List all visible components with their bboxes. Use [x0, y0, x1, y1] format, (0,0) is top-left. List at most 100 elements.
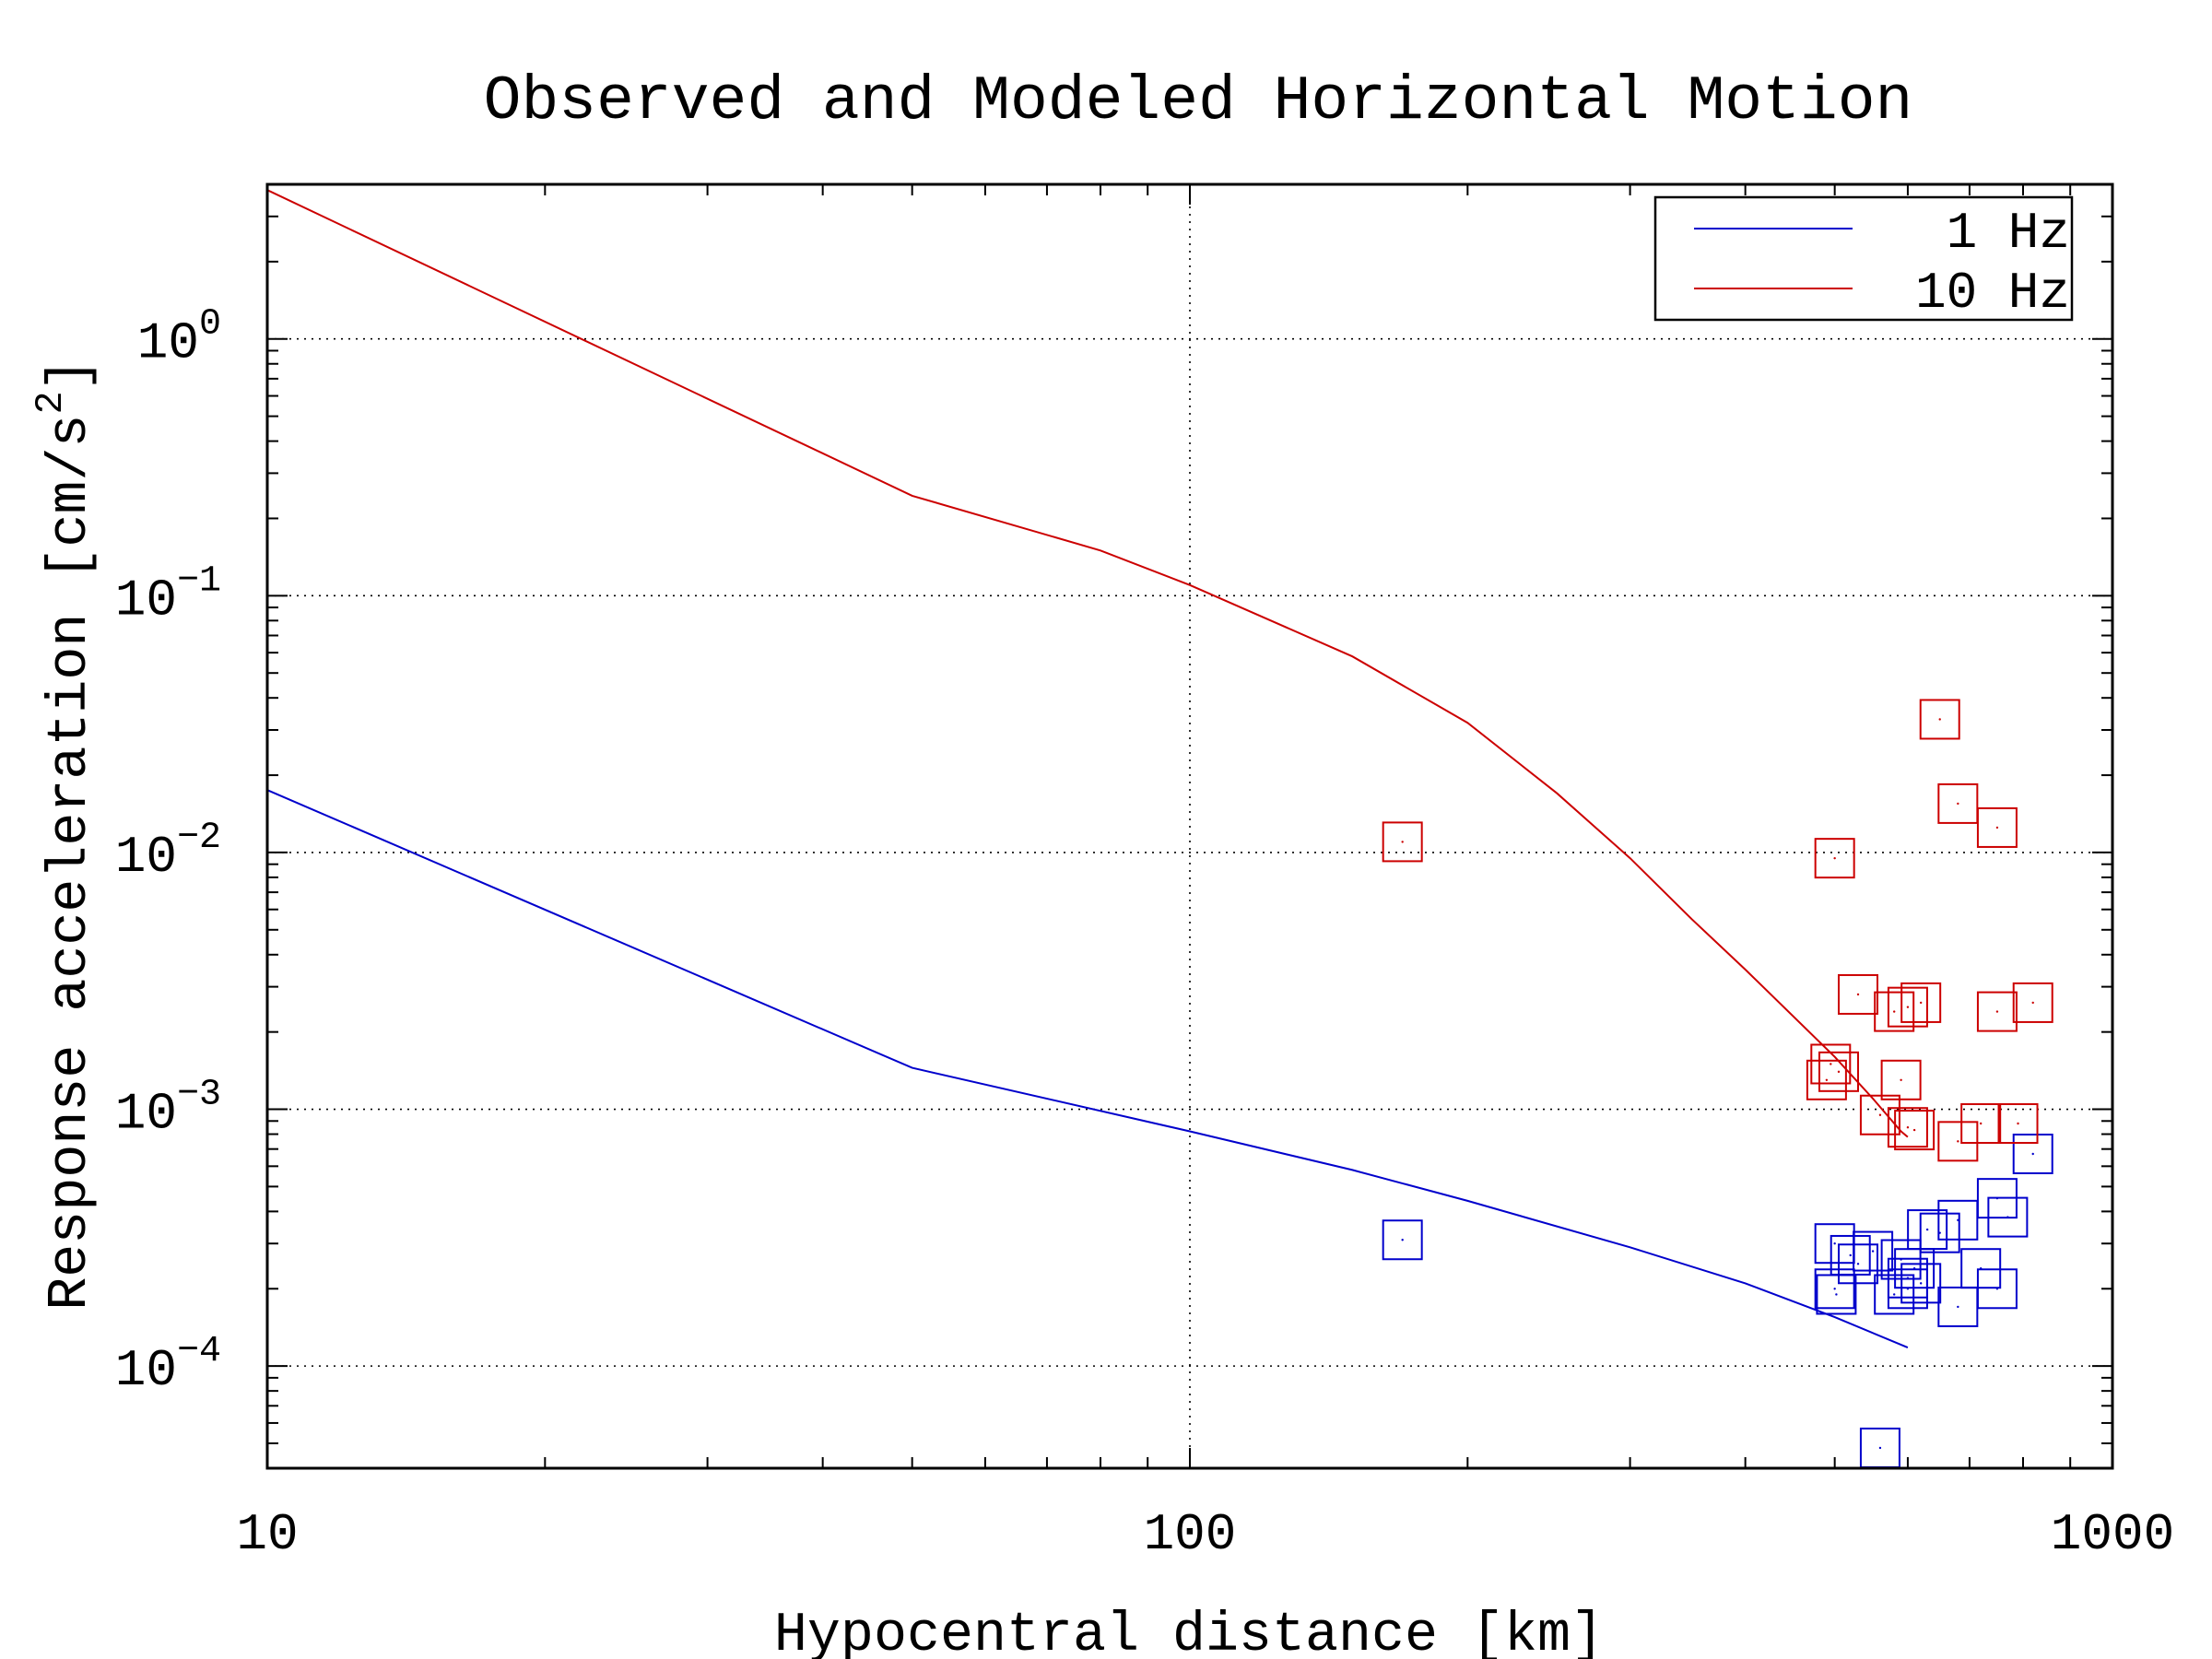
observed-marker-center [1401, 841, 1404, 843]
observed-marker-center [1919, 1001, 1923, 1005]
observed-marker-center [1856, 993, 1860, 996]
observed-marker [1976, 991, 2018, 1032]
chart-title: Observed and Modeled Horizontal Motion [484, 66, 1913, 137]
observed-marker-center [1833, 1242, 1836, 1245]
legend-label-10hz: 10 Hz [1915, 264, 2070, 323]
observed-marker-center [2017, 1122, 2019, 1125]
x-tick-labels: 10 100 1000 [236, 1505, 2174, 1564]
series-10-hz [266, 189, 2053, 1162]
observed-marker-center [1833, 856, 1836, 860]
y-tick-label: 10−3 [115, 1075, 221, 1144]
x-axis-label: Hypocentral distance [km] [774, 1605, 1604, 1659]
grid-lines [267, 184, 2112, 1468]
observed-marker [1937, 1121, 1979, 1162]
observed-marker [1874, 991, 1915, 1032]
y-axis-label: Response acceleration [cm/s2] [29, 358, 102, 1310]
y-tick-label-exponent: −2 [177, 818, 221, 859]
observed-marker [1960, 1103, 2002, 1145]
observed-marker [1859, 1094, 1900, 1135]
observed-marker-center [1906, 1277, 1910, 1279]
observed-marker-center [1979, 1122, 1983, 1125]
observed-marker-center [1835, 1293, 1838, 1296]
y-tick-label-base: 10 [115, 571, 177, 629]
observed-marker-center [1906, 1125, 1910, 1129]
observed-marker [1382, 1219, 1423, 1261]
data-series [266, 189, 2053, 1468]
x-tick-label: 100 [1144, 1505, 1237, 1564]
y-tick-label-exponent: −3 [177, 1075, 221, 1116]
y-tick-label-exponent: −4 [177, 1331, 221, 1372]
observed-marker [1919, 699, 1960, 740]
observed-marker-center [1995, 1010, 1999, 1013]
observed-marker [1937, 782, 1979, 824]
x-tick-label: 1000 [2051, 1505, 2174, 1564]
y-tick-label: 10−1 [115, 560, 221, 629]
y-axis-label-superscript: 2 [29, 391, 73, 414]
plot-frame [265, 182, 2114, 1470]
y-tick-label-exponent: 0 [199, 304, 221, 346]
observed-marker [1976, 1268, 2018, 1310]
observed-marker [1997, 1103, 2039, 1145]
observed-marker-center [1957, 1140, 1959, 1143]
y-tick-label: 10−4 [115, 1331, 221, 1400]
observed-marker [1976, 806, 2018, 848]
observed-marker-center [2031, 1001, 2034, 1005]
y-tick-label: 100 [137, 304, 221, 373]
observed-marker-center [1995, 826, 1999, 830]
observed-marker [1900, 1263, 1942, 1304]
observed-marker [1810, 1043, 1852, 1085]
observed-marker-center [1995, 1288, 1999, 1290]
observed-marker [1960, 1248, 2002, 1289]
observed-marker [1987, 1196, 2029, 1238]
legend-label-1hz: 1 Hz [1947, 204, 2070, 263]
observed-marker [2012, 1133, 2053, 1174]
observed-marker-center [1892, 1293, 1896, 1296]
observed-marker [1880, 1059, 1922, 1100]
y-tick-label-base: 10 [115, 1341, 177, 1400]
observed-marker [1887, 1268, 1928, 1310]
observed-marker [1887, 986, 1928, 1028]
observed-marker [1830, 1234, 1871, 1276]
observed-marker-center [1825, 1078, 1829, 1081]
observed-marker [1937, 1199, 1979, 1241]
series-1-hz [266, 789, 2053, 1468]
observed-marker [1806, 1059, 1847, 1100]
y-axis-label-close: ] [40, 358, 102, 391]
observed-marker-center [1878, 1446, 1882, 1450]
x-tick-label: 10 [236, 1505, 298, 1564]
observed-marker [1382, 821, 1423, 863]
y-tick-label-base: 10 [137, 314, 199, 373]
observed-marker [1919, 1212, 1960, 1253]
observed-marker-center [1878, 1113, 1882, 1116]
observed-marker-center [1830, 1063, 1832, 1065]
observed-marker-center [1401, 1239, 1404, 1241]
observed-marker [1894, 1110, 1936, 1151]
observed-marker-center [1912, 1267, 1916, 1270]
y-tick-label-base: 10 [115, 1085, 177, 1144]
observed-marker-center [1957, 1305, 1959, 1309]
y-tick-label: 10−2 [115, 818, 221, 887]
y-tick-label-exponent: −1 [177, 560, 221, 602]
observed-marker-center [1833, 1288, 1836, 1290]
observed-marker [2012, 982, 2053, 1023]
observed-marker-center [1938, 718, 1941, 721]
observed-marker [1838, 973, 1879, 1015]
y-tick-label-base: 10 [115, 828, 177, 887]
observed-marker-center [1871, 1250, 1875, 1253]
observed-marker-center [2006, 1216, 2009, 1218]
observed-marker-center [1849, 1253, 1852, 1257]
observed-marker [1887, 1107, 1928, 1148]
legend: 1 Hz 10 Hz [1653, 195, 2074, 323]
observed-marker-center [1925, 1228, 1929, 1231]
observed-marker-center [1837, 1070, 1841, 1074]
observed-marker-center [2031, 1152, 2034, 1156]
observed-marker-center [1912, 1128, 1916, 1132]
observed-marker-center [1906, 1006, 1910, 1008]
observed-marker-center [1957, 802, 1959, 806]
observed-marker-center [1957, 1218, 1959, 1222]
observed-marker [1814, 1268, 1855, 1310]
observed-marker [1853, 1230, 1894, 1272]
model-line [266, 189, 1909, 1138]
